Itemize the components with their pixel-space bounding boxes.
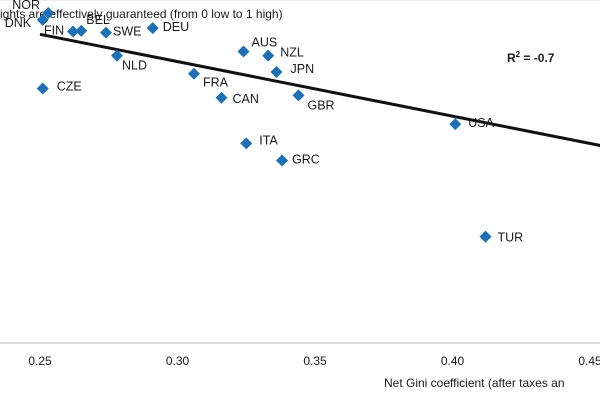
x-tick-label: 0.45 xyxy=(578,354,600,368)
data-point-bel xyxy=(75,24,88,37)
x-tick-label: 0.30 xyxy=(166,354,190,368)
point-label-can: CAN xyxy=(233,92,259,106)
data-point-dnk xyxy=(36,13,49,26)
x-axis-title: Net Gini coefficient (after taxes an xyxy=(384,376,565,390)
point-label-tur: TUR xyxy=(498,231,524,245)
point-label-nld: NLD xyxy=(122,59,147,73)
point-label-bel: BEL xyxy=(86,13,110,27)
trend-line xyxy=(39,32,600,147)
data-point-grc xyxy=(276,154,288,167)
point-label-ita: ITA xyxy=(259,133,278,147)
point-label-deu: DEU xyxy=(163,20,189,34)
x-tick-label: 0.25 xyxy=(28,354,52,368)
data-point-swe xyxy=(100,26,112,39)
point-label-gbr: GBR xyxy=(308,98,335,112)
data-point-jpn xyxy=(270,66,283,79)
data-point-fra xyxy=(188,67,200,80)
r-squared-annotation: R2 = -0.7 xyxy=(507,50,555,65)
point-label-aus: AUS xyxy=(252,35,278,49)
point-label-dnk: DNK xyxy=(5,16,32,30)
point-label-jpn: JPN xyxy=(291,62,315,76)
point-label-swe: SWE xyxy=(113,25,141,39)
x-tick-label: 0.40 xyxy=(441,354,465,368)
data-point-gbr xyxy=(292,89,305,102)
data-point-nld xyxy=(111,49,123,62)
point-label-usa: USA xyxy=(468,116,494,130)
point-label-nzl: NZL xyxy=(280,46,304,60)
data-point-cze xyxy=(36,82,49,95)
data-point-can xyxy=(215,91,228,104)
point-label-cze: CZE xyxy=(57,79,82,93)
data-point-fin xyxy=(67,25,79,38)
data-point-ita xyxy=(240,137,253,150)
data-point-aus xyxy=(237,45,250,58)
x-axis-ticks: 0.25 0.30 0.35 0.40 0.45 xyxy=(28,354,600,368)
y-axis-title: ights are effectively guaranteed (from 0… xyxy=(0,7,283,21)
point-label-nor: NOR xyxy=(12,0,40,12)
data-point-nor xyxy=(42,7,55,20)
data-point-usa xyxy=(449,118,462,131)
point-label-grc: GRC xyxy=(292,153,320,167)
data-point-nzl xyxy=(262,49,275,62)
x-tick-label: 0.35 xyxy=(303,354,327,368)
point-label-fra: FRA xyxy=(203,76,229,90)
data-point-tur xyxy=(479,230,492,243)
point-label-fin: FIN xyxy=(44,24,64,38)
data-point-deu xyxy=(146,22,159,35)
